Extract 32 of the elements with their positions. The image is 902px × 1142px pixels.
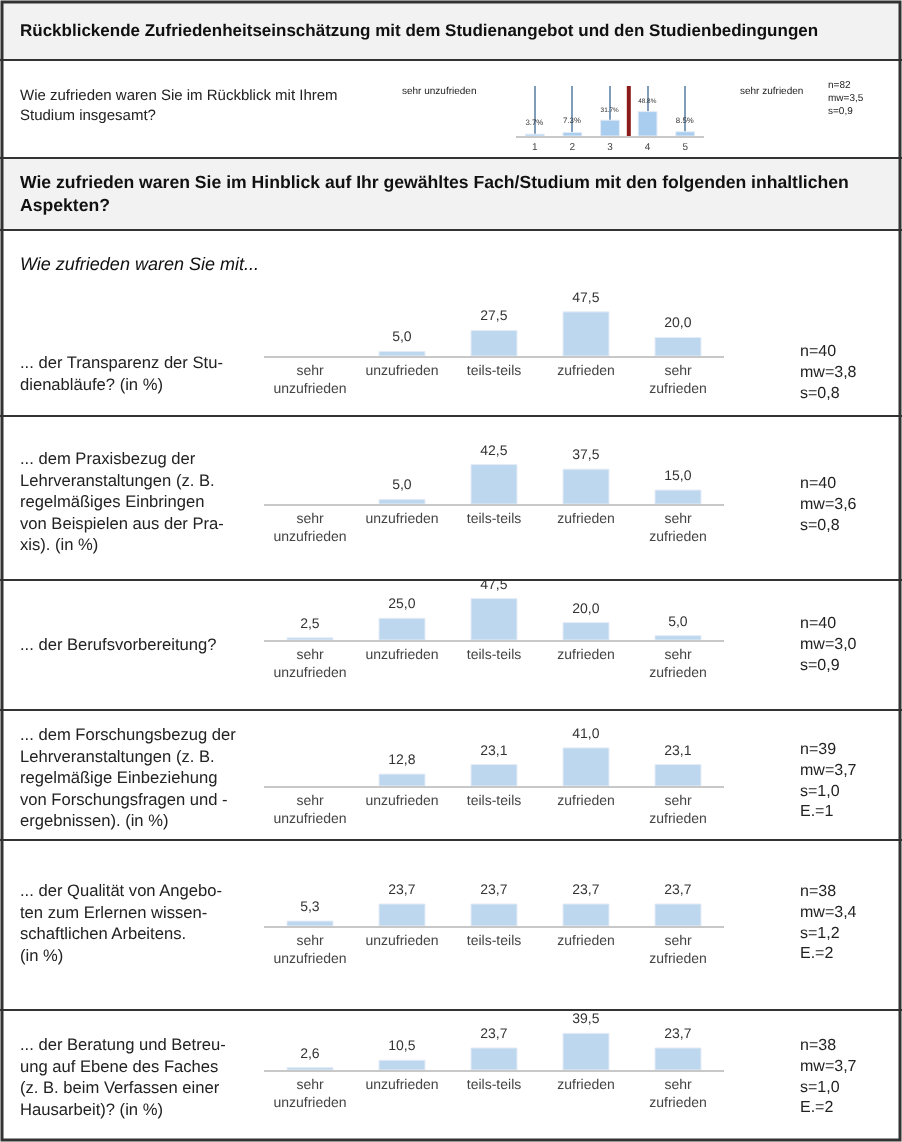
text: ... der Beratung und Betreu- ung auf Ebene des Faches (z. B. beim Verfassen einer Hausarbeit)? (in %) <box>20 1034 227 1119</box>
bar <box>470 1047 518 1070</box>
bar <box>654 1047 702 1070</box>
text: ... dem Praxisbezug der Lehrveranstaltungen (z. B. regelmäßiges Einbringen von Beispielen aus der Pra- xis). (in %) <box>20 448 225 555</box>
text: ... der Qualität von Angebo- ten zum Erlernen wissen- schaftlichen Arbeitens. (in %) <box>20 880 223 965</box>
bar <box>378 1059 426 1070</box>
text: n=40 mw=3,0 s=0,9 <box>800 614 858 674</box>
bar <box>470 329 518 356</box>
bar <box>470 598 518 640</box>
bar <box>378 617 426 640</box>
text: n=40 mw=3,6 s=0,8 <box>800 474 858 534</box>
bar <box>654 336 702 356</box>
bar <box>378 350 426 356</box>
bar <box>562 311 610 356</box>
text: ... der Transparenz der Stu- dienabläufe? (in %) <box>20 352 224 394</box>
bar <box>600 119 620 136</box>
text: ... der Berufsvorbereitung? <box>20 634 218 654</box>
bar <box>378 498 426 504</box>
text: n=40 mw=3,8 s=0,8 <box>800 342 858 402</box>
text: n=39 mw=3,7 s=1,0 E.=1 <box>800 740 858 821</box>
bar <box>562 1032 610 1070</box>
text: n=38 mw=3,7 s=1,0 E.=2 <box>800 1036 858 1117</box>
text: n=38 mw=3,4 s=1,2 E.=2 <box>800 882 858 963</box>
chart-title: Wie zufrieden waren Sie im Hinblick auf Ihr gewähltes Fach/Studium mit den folgenden inhaltlichen Aspekten? <box>20 172 849 215</box>
chart-title: Rückblickende Zufriedenheitseinschätzung mit dem Studienangebot und den Studienbedingungen <box>20 20 819 40</box>
bar <box>637 111 658 136</box>
bar <box>654 489 702 504</box>
bar <box>562 468 610 504</box>
bar <box>470 464 518 504</box>
bar <box>562 622 610 640</box>
text: ... dem Forschungsbezug der Lehrveranstaltungen (z. B. regelmäßige Einbeziehung von Forschungsfragen und - ergebnissen). (in %) <box>20 724 237 831</box>
chart-subtitle: Wie zufrieden waren Sie mit... <box>20 254 259 274</box>
